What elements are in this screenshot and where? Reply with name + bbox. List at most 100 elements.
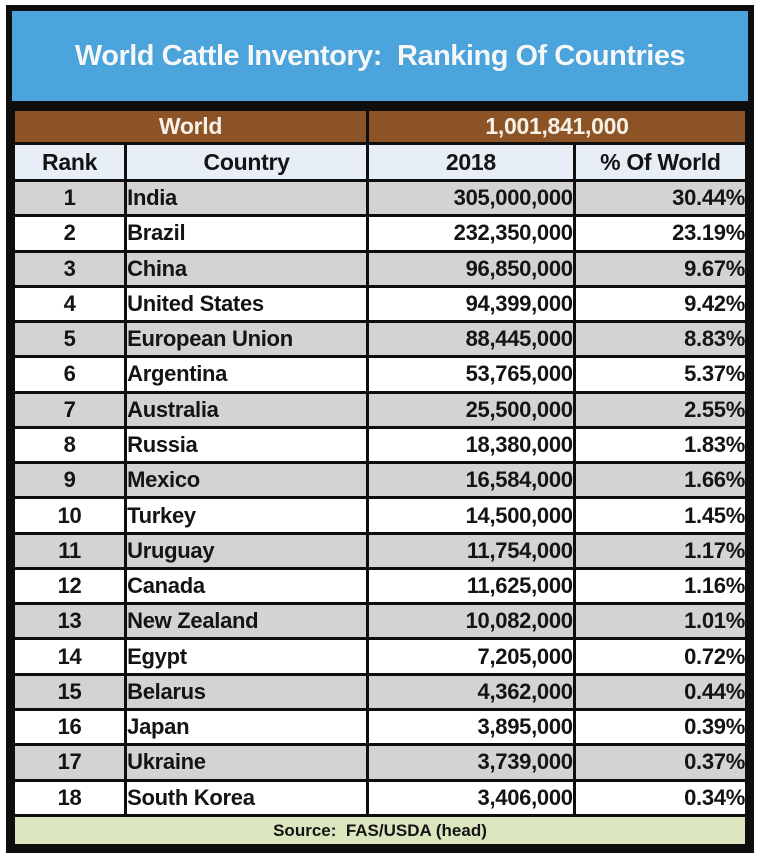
percent-cell: 0.72% — [572, 637, 748, 676]
table-row: 17 Ukraine 3,739,000 0.37% — [12, 743, 748, 782]
table-row: 7 Australia 25,500,000 2.55% — [12, 390, 748, 429]
table-row: 4 United States 94,399,000 9.42% — [12, 284, 748, 324]
table-row: 8 Russia 18,380,000 1.83% — [12, 425, 748, 465]
country-cell: Uruguay — [124, 531, 370, 570]
country-cell: Argentina — [124, 355, 370, 394]
percent-cell: 1.45% — [572, 496, 748, 535]
table-row: 12 Canada 11,625,000 1.16% — [12, 566, 748, 606]
value-cell: 3,406,000 — [366, 778, 576, 818]
rank-cell: 8 — [12, 425, 128, 465]
rank-cell: 9 — [12, 461, 128, 500]
rank-cell: 6 — [12, 355, 128, 394]
rank-cell: 16 — [12, 707, 128, 747]
percent-cell: 1.83% — [572, 425, 748, 465]
source-row: Source: FAS/USDA (head) — [12, 814, 748, 847]
col-header-rank: Rank — [12, 142, 128, 182]
country-cell: Brazil — [124, 214, 370, 253]
percent-cell: 1.66% — [572, 461, 748, 500]
value-cell: 18,380,000 — [366, 425, 576, 465]
country-cell: Russia — [124, 425, 370, 465]
percent-cell: 0.44% — [572, 672, 748, 711]
table-body: 1 India 305,000,000 30.44% 2 Brazil 232,… — [12, 178, 748, 818]
rank-cell: 10 — [12, 496, 128, 535]
value-cell: 14,500,000 — [366, 496, 576, 535]
value-cell: 11,625,000 — [366, 566, 576, 606]
source-note: Source: FAS/USDA (head) — [12, 814, 748, 847]
percent-cell: 2.55% — [572, 390, 748, 429]
country-cell: New Zealand — [124, 602, 370, 641]
world-label: World — [12, 108, 370, 145]
rank-cell: 1 — [12, 178, 128, 218]
percent-cell: 1.17% — [572, 531, 748, 570]
rank-cell: 2 — [12, 214, 128, 253]
country-cell: European Union — [124, 320, 370, 359]
table-row: 16 Japan 3,895,000 0.39% — [12, 707, 748, 747]
country-cell: China — [124, 249, 370, 288]
world-total-row: World 1,001,841,000 — [12, 108, 748, 145]
column-header-row: Rank Country 2018 % Of World — [12, 142, 748, 182]
country-cell: Ukraine — [124, 743, 370, 782]
rank-cell: 17 — [12, 743, 128, 782]
percent-cell: 0.37% — [572, 743, 748, 782]
rank-cell: 4 — [12, 284, 128, 324]
value-cell: 11,754,000 — [366, 531, 576, 570]
percent-cell: 23.19% — [572, 214, 748, 253]
percent-cell: 30.44% — [572, 178, 748, 218]
table-row: 6 Argentina 53,765,000 5.37% — [12, 355, 748, 394]
table-row: 3 China 96,850,000 9.67% — [12, 249, 748, 288]
value-cell: 305,000,000 — [366, 178, 576, 218]
percent-cell: 0.39% — [572, 707, 748, 747]
rank-cell: 7 — [12, 390, 128, 429]
table-row: 14 Egypt 7,205,000 0.72% — [12, 637, 748, 676]
table-row: 9 Mexico 16,584,000 1.66% — [12, 461, 748, 500]
table-frame: World Cattle Inventory: Ranking Of Count… — [6, 5, 754, 853]
rank-cell: 11 — [12, 531, 128, 570]
country-cell: Mexico — [124, 461, 370, 500]
rank-cell: 5 — [12, 320, 128, 359]
rank-cell: 13 — [12, 602, 128, 641]
col-header-country: Country — [124, 142, 370, 182]
table-row: 13 New Zealand 10,082,000 1.01% — [12, 602, 748, 641]
country-cell: Australia — [124, 390, 370, 429]
rank-cell: 14 — [12, 637, 128, 676]
value-cell: 96,850,000 — [366, 249, 576, 288]
country-cell: Egypt — [124, 637, 370, 676]
percent-cell: 1.01% — [572, 602, 748, 641]
country-cell: United States — [124, 284, 370, 324]
value-cell: 10,082,000 — [366, 602, 576, 641]
value-cell: 232,350,000 — [366, 214, 576, 253]
table-row: 5 European Union 88,445,000 8.83% — [12, 320, 748, 359]
value-cell: 16,584,000 — [366, 461, 576, 500]
world-total-value: 1,001,841,000 — [366, 108, 748, 145]
rank-cell: 3 — [12, 249, 128, 288]
value-cell: 25,500,000 — [366, 390, 576, 429]
table-row: 2 Brazil 232,350,000 23.19% — [12, 214, 748, 253]
table-row: 1 India 305,000,000 30.44% — [12, 178, 748, 218]
page-title: World Cattle Inventory: Ranking Of Count… — [74, 39, 686, 72]
percent-cell: 8.83% — [572, 320, 748, 359]
percent-cell: 9.42% — [572, 284, 748, 324]
value-cell: 3,739,000 — [366, 743, 576, 782]
rank-cell: 15 — [12, 672, 128, 711]
country-cell: India — [124, 178, 370, 218]
country-cell: Japan — [124, 707, 370, 747]
table-row: 10 Turkey 14,500,000 1.45% — [12, 496, 748, 535]
col-header-pct: % Of World — [572, 142, 748, 182]
table-row: 11 Uruguay 11,754,000 1.17% — [12, 531, 748, 570]
percent-cell: 1.16% — [572, 566, 748, 606]
rank-cell: 18 — [12, 778, 128, 818]
country-cell: Canada — [124, 566, 370, 606]
col-header-2018: 2018 — [366, 142, 576, 182]
cattle-inventory-table: World 1,001,841,000 Rank Country 2018 % … — [12, 108, 748, 847]
value-cell: 88,445,000 — [366, 320, 576, 359]
rank-cell: 12 — [12, 566, 128, 606]
table-row: 15 Belarus 4,362,000 0.44% — [12, 672, 748, 711]
value-cell: 3,895,000 — [366, 707, 576, 747]
table-row: 18 South Korea 3,406,000 0.34% — [12, 778, 748, 818]
value-cell: 53,765,000 — [366, 355, 576, 394]
percent-cell: 5.37% — [572, 355, 748, 394]
country-cell: Turkey — [124, 496, 370, 535]
percent-cell: 0.34% — [572, 778, 748, 818]
country-cell: Belarus — [124, 672, 370, 711]
